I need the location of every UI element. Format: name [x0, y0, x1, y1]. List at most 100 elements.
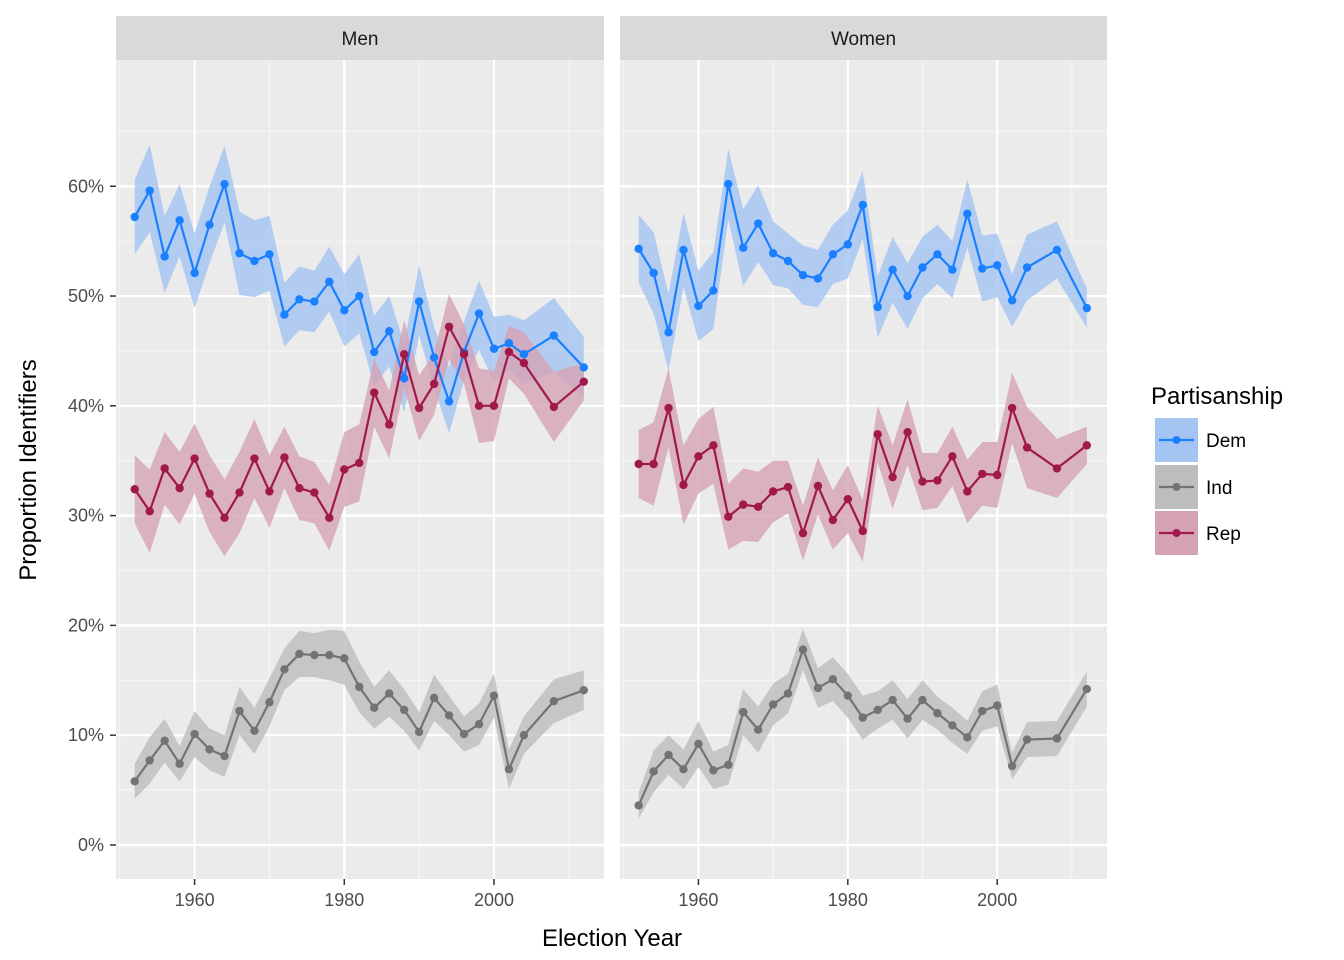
data-point-ind	[429, 693, 439, 703]
data-point-rep	[265, 487, 274, 496]
strip-label-women: Women	[831, 29, 896, 50]
x-tick-label: 1960	[175, 890, 215, 910]
data-point-ind	[325, 650, 334, 660]
data-point-rep	[918, 477, 927, 486]
data-point-ind	[783, 689, 793, 698]
data-point-rep	[1007, 403, 1017, 413]
data-point-ind	[858, 713, 867, 722]
data-point-dem	[130, 212, 139, 222]
data-point-dem	[295, 295, 304, 304]
data-point-dem	[474, 309, 484, 318]
legend-entry-ind: Ind	[1155, 465, 1232, 509]
data-point-dem	[175, 216, 184, 225]
data-point-rep	[235, 488, 244, 497]
data-point-dem	[634, 244, 643, 254]
data-point-rep	[739, 500, 748, 509]
data-point-rep	[933, 476, 942, 485]
y-tick-label: 20%	[68, 615, 104, 635]
data-point-rep	[888, 472, 897, 482]
legend-entry-dem: Dem	[1155, 418, 1246, 462]
data-point-ind	[579, 685, 588, 695]
data-point-ind	[355, 682, 364, 692]
data-point-rep	[579, 377, 588, 386]
y-axis-title-group: Proportion Identifiers	[15, 359, 42, 580]
data-point-dem	[399, 374, 409, 383]
data-point-rep	[1082, 441, 1092, 450]
data-point-dem	[444, 397, 454, 406]
data-point-dem	[933, 250, 942, 259]
data-point-ind	[963, 733, 972, 742]
data-point-rep	[649, 459, 658, 469]
legend-key-ind-point	[1172, 483, 1181, 491]
data-point-dem	[978, 264, 987, 273]
data-point-rep	[340, 465, 349, 474]
data-point-ind	[250, 726, 259, 735]
x-axis-title-group: Election Year	[542, 925, 682, 952]
data-point-rep	[724, 512, 733, 521]
data-point-dem	[783, 256, 793, 266]
legend-label-dem: Dem	[1206, 431, 1246, 452]
data-point-rep	[694, 452, 703, 461]
data-point-ind	[724, 760, 733, 770]
series-points-dem-women	[634, 179, 1092, 337]
data-point-rep	[504, 347, 514, 357]
data-point-dem	[190, 268, 199, 278]
data-point-rep	[858, 526, 867, 536]
data-point-dem	[489, 344, 499, 353]
data-point-ind	[235, 706, 244, 716]
data-point-dem	[414, 297, 424, 306]
data-point-ind	[978, 706, 987, 716]
strip-men	[116, 16, 604, 60]
data-point-dem	[753, 219, 763, 228]
data-point-dem	[798, 270, 808, 280]
data-point-dem	[355, 291, 364, 301]
data-point-rep	[310, 488, 319, 497]
y-tick-label: 30%	[68, 506, 104, 526]
data-point-dem	[963, 209, 972, 218]
data-point-rep	[709, 441, 718, 450]
data-point-ind	[295, 649, 304, 659]
data-point-ind	[709, 766, 718, 775]
data-point-ind	[175, 759, 184, 768]
ribbon-rep-women	[638, 368, 1087, 562]
x-tick-label: 2000	[474, 890, 514, 910]
data-point-rep	[1052, 464, 1062, 473]
data-point-ind	[813, 683, 823, 693]
x-axis-men: 1960 1980 2000	[175, 879, 514, 910]
data-point-dem	[220, 179, 229, 189]
data-point-rep	[399, 350, 409, 359]
data-point-ind	[370, 703, 379, 712]
data-point-rep	[519, 358, 529, 368]
series-points-ind-women	[634, 645, 1092, 810]
legend-label-ind: Ind	[1206, 478, 1232, 499]
data-point-ind	[798, 645, 808, 654]
data-point-dem	[1007, 296, 1017, 305]
y-tick-label: 50%	[68, 286, 104, 306]
data-point-rep	[978, 469, 987, 479]
data-point-ind	[519, 730, 529, 740]
data-point-rep	[384, 420, 394, 429]
data-point-ind	[280, 665, 289, 674]
data-point-ind	[1007, 761, 1017, 771]
data-point-ind	[384, 689, 394, 698]
data-point-ind	[739, 707, 748, 717]
data-point-rep	[798, 528, 808, 538]
data-point-rep	[190, 454, 199, 463]
data-point-dem	[1052, 245, 1062, 255]
ribbon-rep-men	[134, 293, 584, 557]
y-tick-label: 60%	[68, 176, 104, 196]
data-point-ind	[414, 727, 424, 737]
legend-entry-rep: Rep	[1155, 511, 1241, 555]
data-point-ind	[948, 721, 957, 730]
data-point-dem	[310, 297, 319, 306]
data-point-rep	[1022, 443, 1032, 452]
data-point-ind	[903, 714, 912, 723]
panel-women: Women 1960 1980 2000	[620, 16, 1107, 910]
data-point-rep	[414, 403, 424, 413]
data-point-rep	[813, 481, 823, 491]
data-point-dem	[205, 220, 214, 229]
data-point-dem	[709, 286, 718, 295]
data-point-ind	[340, 654, 349, 663]
x-tick-label: 1960	[678, 890, 718, 910]
